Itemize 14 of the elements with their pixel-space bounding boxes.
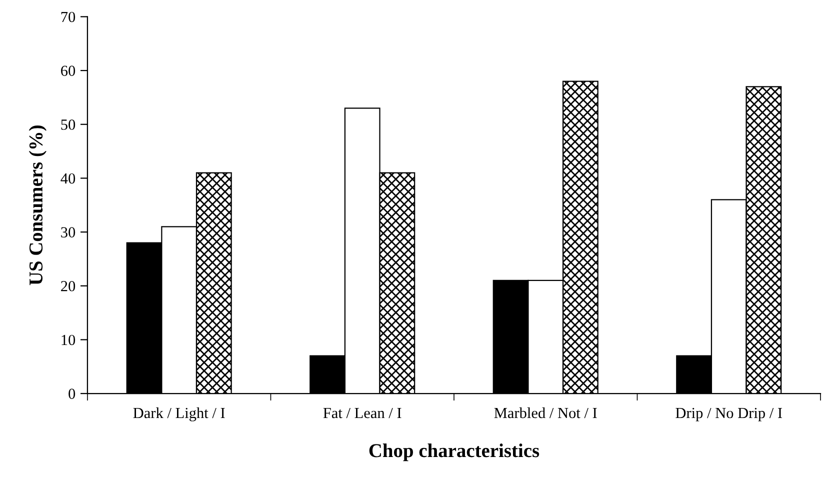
y-axis-title: US Consumers (%) [28,125,46,286]
y-tick-label: 10 [62,334,76,346]
y-tick-label: 30 [61,227,76,238]
y-tick-label: 70 [61,12,76,22]
x-tick-label: Fat / Lean / I [323,408,402,418]
y-tick-label: 50 [61,120,76,130]
y-tick-label: 40 [60,173,76,184]
y-tick-label: 20 [61,281,76,292]
x-axis-title: Chop characteristics [369,444,540,462]
y-tick-label: 60 [61,66,76,76]
x-tick-label: Drip / No Drip / I [676,408,782,422]
x-tick-label: Dark / Light / I [133,407,225,422]
x-tick-label: Marbled / Not / I [494,407,597,418]
y-tick-label: 0 [68,388,76,399]
